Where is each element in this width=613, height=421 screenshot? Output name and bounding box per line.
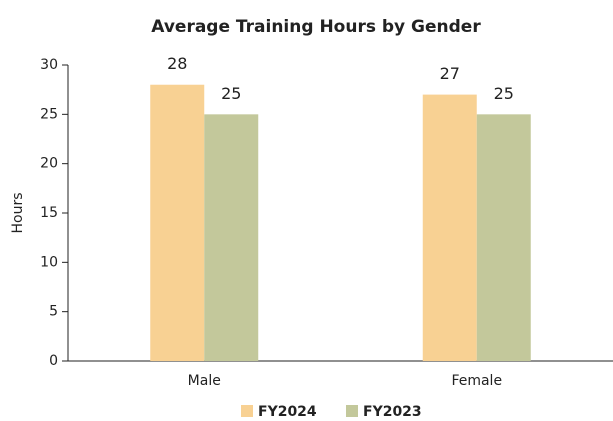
legend-label: FY2023 xyxy=(363,404,422,420)
y-tick-label: 5 xyxy=(49,304,58,320)
y-tick-label: 15 xyxy=(40,205,58,221)
bar xyxy=(204,114,259,361)
value-label: 28 xyxy=(167,54,187,73)
legend-swatch xyxy=(346,405,358,417)
x-tick-label: Male xyxy=(188,373,221,389)
y-axis-label: Hours xyxy=(10,192,26,233)
bar xyxy=(150,84,205,361)
legend-swatch xyxy=(241,405,253,417)
value-label: 25 xyxy=(494,84,514,103)
bar xyxy=(422,94,477,361)
chart-title: Average Training Hours by Gender xyxy=(151,17,481,37)
x-tick-label: Female xyxy=(451,373,502,389)
y-tick-label: 10 xyxy=(40,254,58,270)
value-label: 27 xyxy=(440,64,460,83)
value-label: 25 xyxy=(221,84,241,103)
y-tick-label: 0 xyxy=(49,353,58,369)
y-tick-label: 25 xyxy=(40,106,58,122)
y-tick-label: 30 xyxy=(40,57,58,73)
legend-label: FY2024 xyxy=(258,404,317,420)
y-tick-label: 20 xyxy=(40,156,58,172)
bar xyxy=(476,114,531,361)
